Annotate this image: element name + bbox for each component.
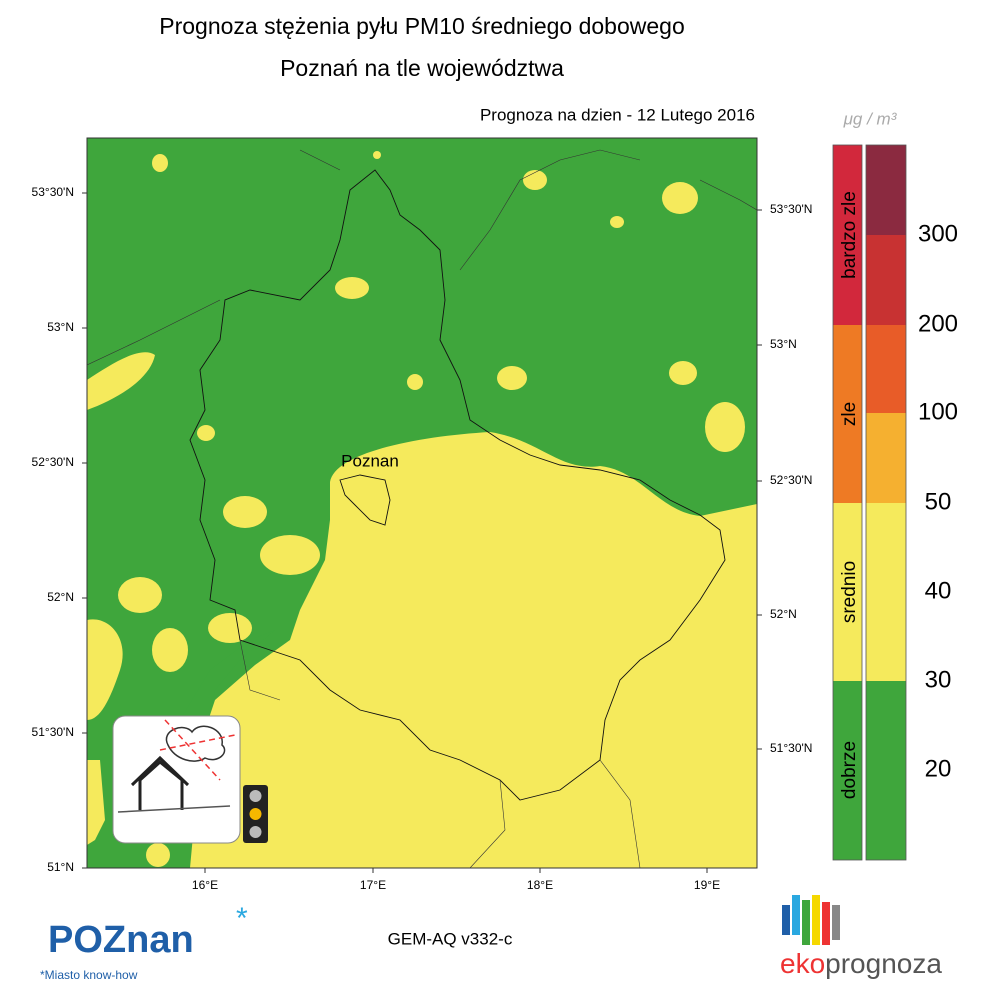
lat-label: 51°30'N	[770, 741, 812, 755]
lat-label: 53°N	[47, 320, 74, 334]
lat-label: 53°N	[770, 337, 797, 351]
footer: POZnan * *Miasto know-how GEM-AQ v332-c …	[40, 895, 942, 982]
brand-icon	[782, 895, 840, 945]
lon-label: 19°E	[694, 878, 720, 892]
lon-label: 17°E	[360, 878, 386, 892]
category-label: srednio	[839, 561, 860, 623]
unit: μg / m³	[843, 109, 898, 128]
lat-label: 52°N	[47, 590, 74, 604]
brand: ekoprognoza	[780, 948, 942, 979]
slogan: *Miasto know-how	[40, 968, 138, 982]
level-label: 20	[925, 755, 952, 782]
category-label: bardzo zle	[839, 191, 860, 279]
map-frame	[86, 137, 758, 869]
lat-label: 52°N	[770, 607, 797, 621]
brand-prefix: eko	[780, 948, 825, 979]
level-label: 30	[925, 666, 952, 693]
title: Prognoza stężenia pyłu PM10 średniego do…	[159, 13, 685, 39]
lat-label: 52°30'N	[32, 455, 74, 469]
logo-star: *	[236, 902, 248, 935]
category-label: dobrze	[839, 741, 860, 799]
level-label: 40	[925, 577, 952, 604]
city-label: Poznan	[341, 451, 399, 470]
lat-label: 51°30'N	[32, 725, 74, 739]
brand-rest: prognoza	[825, 948, 942, 979]
level-label: 200	[918, 310, 958, 337]
level-label: 100	[918, 398, 958, 425]
lat-label: 53°30'N	[770, 202, 812, 216]
forecast-date: Prognoza na dzien - 12 Lutego 2016	[480, 105, 755, 124]
inset-icon	[112, 715, 268, 844]
axes: 53°30'N 53°N 52°30'N 52°N 51°30'N 51°N 53°30'N…	[32, 185, 813, 892]
lon-label: 18°E	[527, 878, 553, 892]
category-label: zle	[839, 402, 860, 426]
lat-label: 51°N	[47, 860, 74, 874]
lat-label: 52°30'N	[770, 473, 812, 487]
lon-label: 16°E	[192, 878, 218, 892]
subtitle: Poznań na tle województwa	[280, 55, 564, 81]
legend: bardzo zle zle srednio dobrze 300 200 100 50 40 3…	[832, 144, 958, 861]
level-label: 300	[918, 220, 958, 247]
level-label: 50	[925, 488, 952, 515]
lat-label: 53°30'N	[32, 185, 74, 199]
logo: POZnan	[48, 919, 194, 961]
model: GEM-AQ v332-c	[388, 929, 513, 948]
